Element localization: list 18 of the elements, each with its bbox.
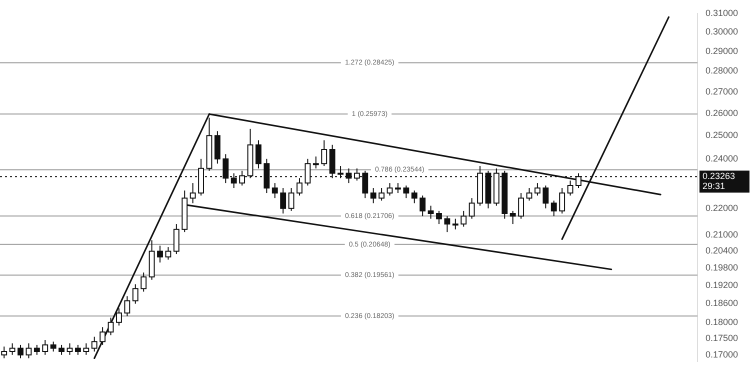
y-tick-label: 0.20400 <box>705 246 738 256</box>
y-tick-label: 0.30000 <box>705 26 738 37</box>
y-tick-label: 0.28000 <box>705 66 738 76</box>
y-tick-label: 0.19800 <box>705 262 738 273</box>
ref-line-label: 0.23263 29:31 <box>702 171 736 192</box>
y-tick-label: 0.26000 <box>705 108 738 118</box>
y-tick-label: 0.31000 <box>705 8 738 18</box>
y-tick-label: 0.18000 <box>705 316 738 327</box>
y-tick-label: 0.24000 <box>705 153 738 164</box>
y-tick-label: 0.18600 <box>705 298 738 308</box>
y-tick-label: 0.25000 <box>705 130 738 140</box>
y-tick-label: 0.22000 <box>705 202 738 213</box>
y-tick-label: 0.19200 <box>705 280 738 290</box>
y-tick-label: 0.27000 <box>705 86 738 96</box>
y-tick-label: 0.17500 <box>705 332 738 343</box>
y-tick-label: 0.17000 <box>705 349 738 360</box>
y-tick-label: 0.21000 <box>705 229 738 240</box>
y-tick-label: 0.29000 <box>705 46 738 56</box>
